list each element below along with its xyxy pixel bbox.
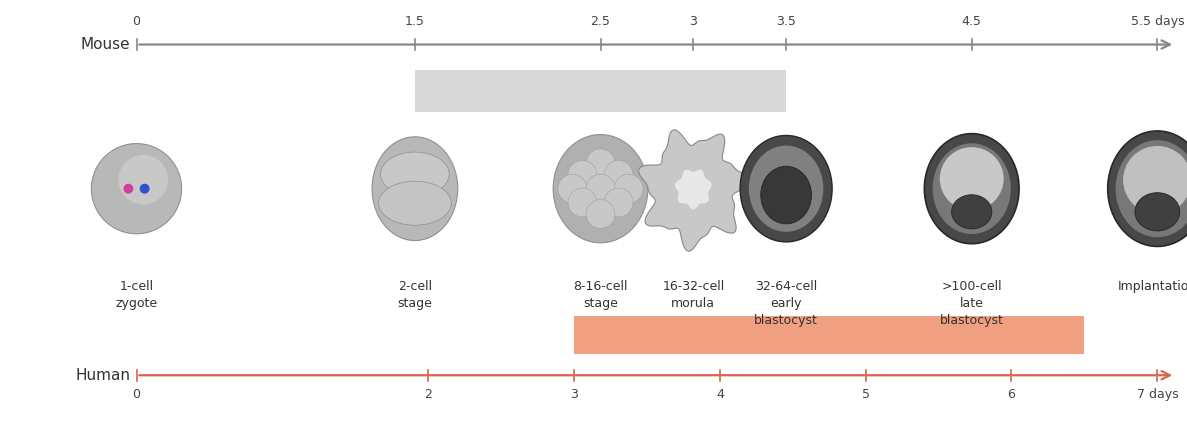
- Ellipse shape: [372, 137, 458, 240]
- Text: 3.5: 3.5: [776, 14, 796, 28]
- Ellipse shape: [761, 166, 812, 224]
- Text: 1-cell
zygote: 1-cell zygote: [115, 280, 158, 310]
- Ellipse shape: [586, 149, 615, 178]
- Ellipse shape: [558, 174, 586, 203]
- Text: 0: 0: [133, 388, 140, 401]
- Ellipse shape: [1116, 140, 1187, 237]
- Text: 6: 6: [1008, 388, 1015, 401]
- Ellipse shape: [1107, 131, 1187, 246]
- Ellipse shape: [586, 174, 615, 203]
- Ellipse shape: [586, 200, 615, 229]
- Ellipse shape: [1135, 193, 1180, 231]
- Ellipse shape: [379, 181, 451, 225]
- Ellipse shape: [119, 155, 169, 204]
- Polygon shape: [639, 130, 750, 251]
- Polygon shape: [675, 170, 712, 209]
- Text: Human: Human: [76, 368, 131, 383]
- Text: 8-16-cell
stage: 8-16-cell stage: [573, 280, 628, 310]
- Ellipse shape: [614, 174, 643, 203]
- Ellipse shape: [123, 184, 133, 194]
- Ellipse shape: [741, 135, 832, 242]
- Text: 5: 5: [862, 388, 870, 401]
- Ellipse shape: [567, 188, 597, 217]
- Ellipse shape: [91, 144, 182, 234]
- Text: 3: 3: [570, 388, 578, 401]
- Ellipse shape: [1123, 146, 1187, 214]
- Bar: [575, 316, 1085, 354]
- Ellipse shape: [381, 152, 449, 196]
- Text: 7 days: 7 days: [1136, 388, 1179, 401]
- Ellipse shape: [604, 160, 633, 189]
- Text: 4: 4: [716, 388, 724, 401]
- Ellipse shape: [567, 160, 597, 189]
- Text: Implantation: Implantation: [1118, 280, 1187, 293]
- Ellipse shape: [952, 195, 992, 229]
- Ellipse shape: [553, 134, 648, 243]
- Text: >100-cell
late
blastocyst: >100-cell late blastocyst: [940, 280, 1004, 327]
- Text: 2: 2: [424, 388, 432, 401]
- Text: 1.5: 1.5: [405, 14, 425, 28]
- Bar: [415, 70, 786, 112]
- Text: 3: 3: [690, 14, 697, 28]
- Ellipse shape: [140, 184, 150, 194]
- Ellipse shape: [933, 143, 1011, 234]
- Ellipse shape: [604, 188, 633, 217]
- Text: 4.5: 4.5: [961, 14, 982, 28]
- Text: 5.5 days: 5.5 days: [1130, 14, 1185, 28]
- Text: 0: 0: [133, 14, 140, 28]
- Text: 2-cell
stage: 2-cell stage: [398, 280, 432, 310]
- Text: 2.5: 2.5: [591, 14, 610, 28]
- Ellipse shape: [925, 134, 1020, 244]
- Text: 32-64-cell
early
blastocyst: 32-64-cell early blastocyst: [754, 280, 818, 327]
- Ellipse shape: [940, 147, 1004, 210]
- Text: 16-32-cell
morula: 16-32-cell morula: [662, 280, 724, 310]
- Text: Mouse: Mouse: [81, 37, 131, 52]
- Ellipse shape: [749, 145, 824, 232]
